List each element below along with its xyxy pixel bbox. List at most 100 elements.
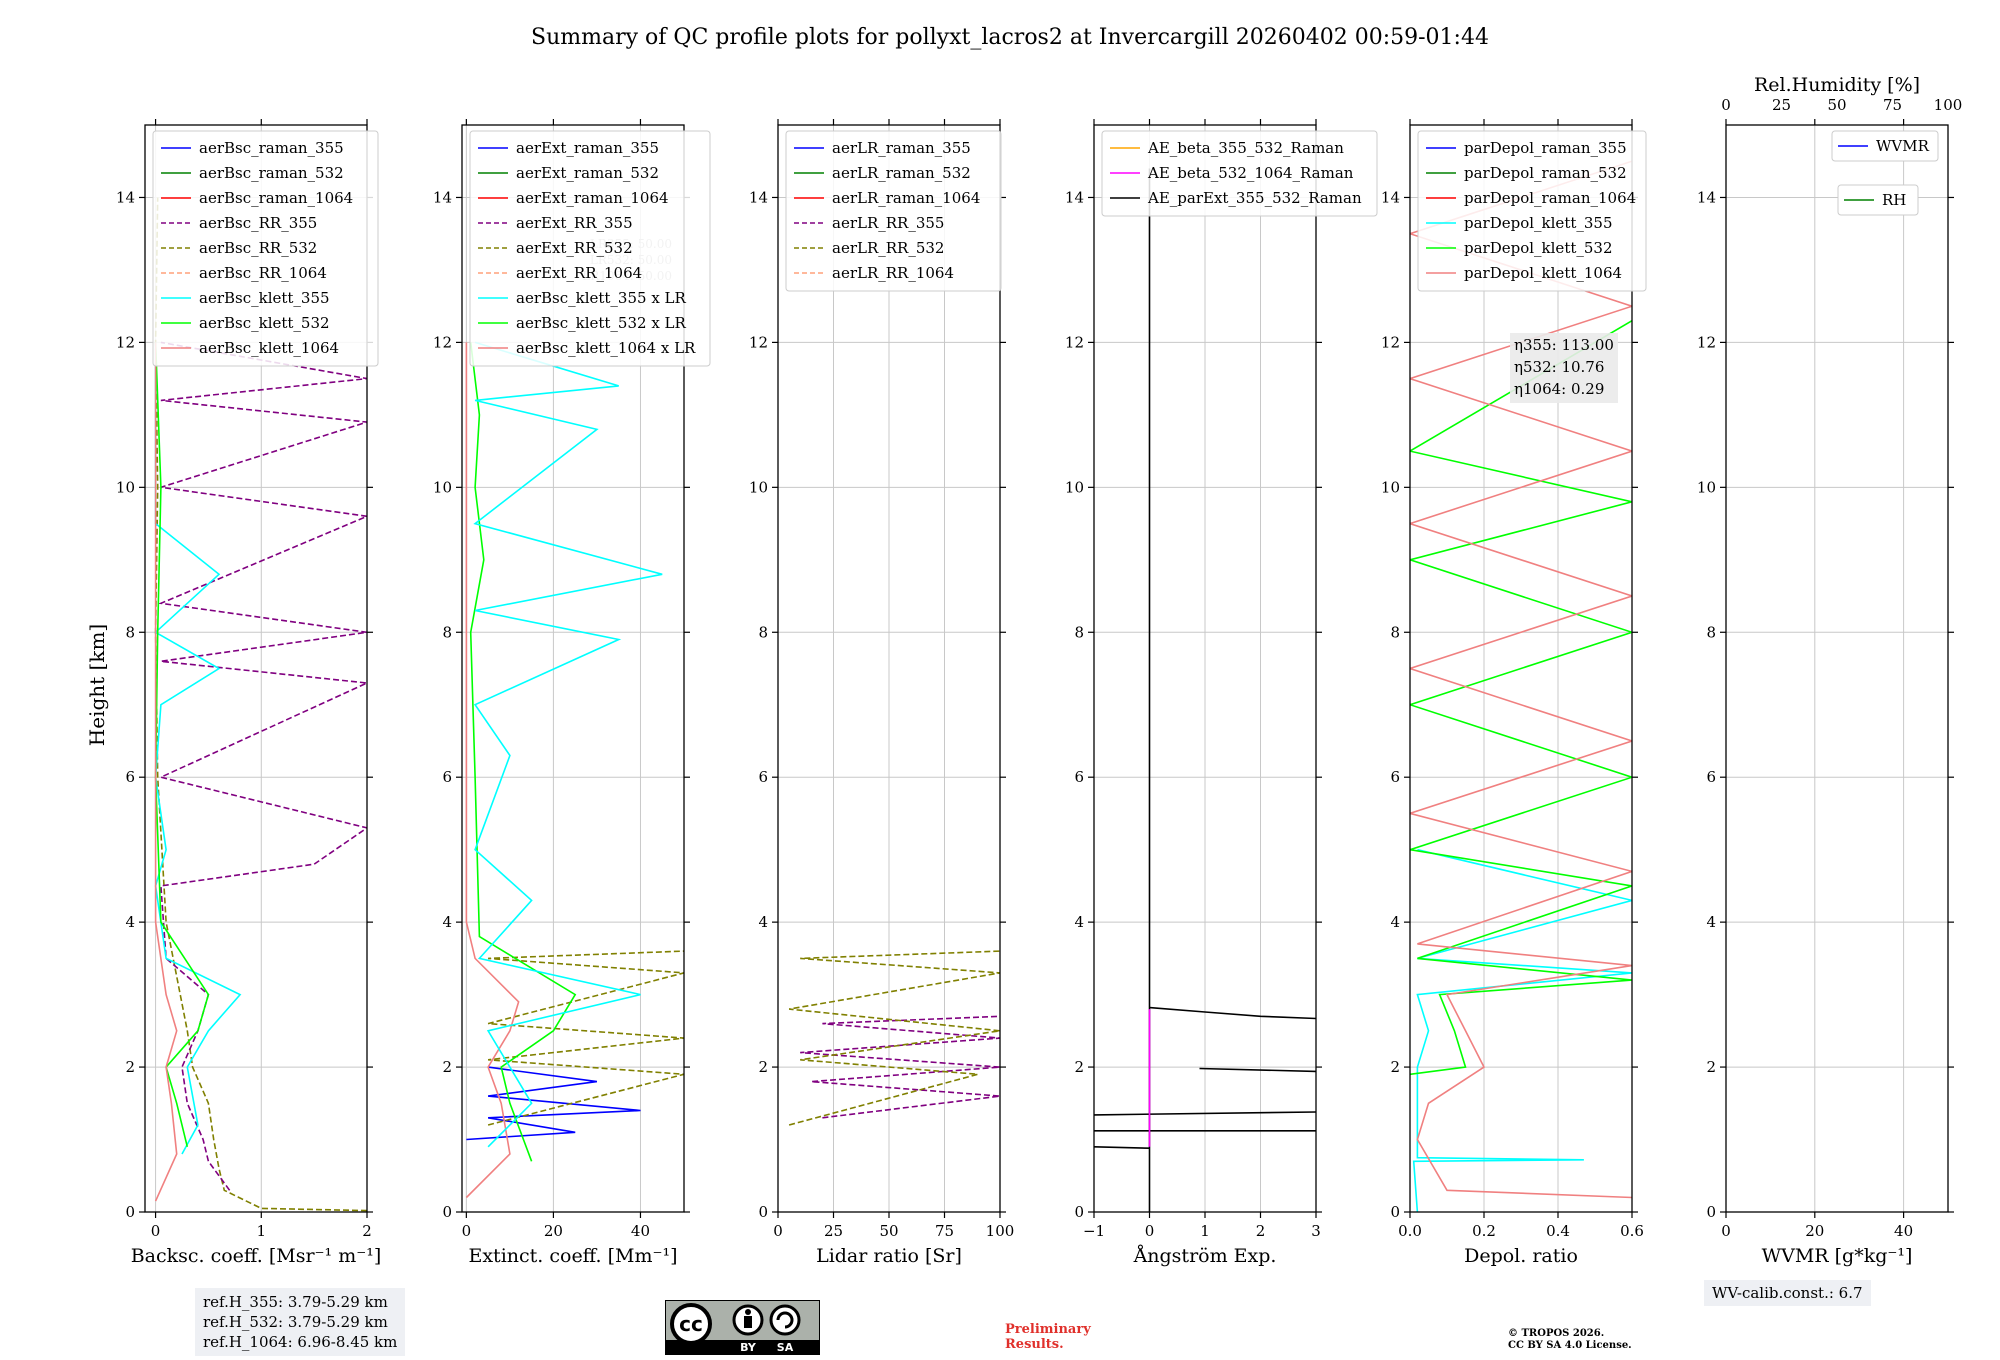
x-axis-label-bsc: Backsc. coeff. [Msr⁻¹ m⁻¹] bbox=[131, 1245, 382, 1267]
legend-box-bsc bbox=[152, 130, 379, 367]
legend-label-ext-8: aerBsc_klett_1064 x LR bbox=[516, 339, 696, 357]
panel-dep: 0.0 0.2 0.4 0.6 0 2 4 6 8 10 12 14 Depol. ratio η355:… bbox=[1381, 119, 1647, 1267]
y-tick-label-2: 4 bbox=[125, 913, 135, 931]
legend-label-bsc-5: aerBsc_RR_1064 bbox=[199, 264, 327, 282]
y-tick-label-5: 10 bbox=[116, 478, 135, 496]
y-tick-label-1: 2 bbox=[1390, 1058, 1400, 1076]
legend-label-ext-4: aerExt_RR_532 bbox=[516, 239, 633, 257]
legend-label-bsc-3: aerBsc_RR_355 bbox=[199, 214, 317, 232]
series-lr-0 bbox=[800, 1015, 1000, 1119]
x-tick-label-4: 100 bbox=[986, 1222, 1015, 1240]
ref-height-355: ref.H_355: 3.79-5.29 km bbox=[203, 1293, 388, 1311]
legend-label-bsc-1: aerBsc_raman_532 bbox=[199, 164, 344, 182]
series-ae-4 bbox=[1199, 1067, 1316, 1073]
y-tick-label-2: 4 bbox=[1706, 913, 1716, 931]
y-tick-label-5: 10 bbox=[1697, 478, 1716, 496]
series-ext-3 bbox=[469, 342, 577, 1162]
axes-frame-dep bbox=[1409, 124, 1633, 1213]
legend-label-bsc-0: aerBsc_raman_355 bbox=[199, 139, 344, 157]
legend-box-ae bbox=[1101, 130, 1378, 217]
y-tick-label-3: 6 bbox=[1074, 768, 1084, 786]
legend-box-lr bbox=[785, 130, 1002, 292]
y-tick-label-3: 6 bbox=[125, 768, 135, 786]
x-tick-label-0: 0 bbox=[462, 1222, 472, 1240]
series-group-bsc bbox=[154, 197, 367, 1212]
legend-label-dep-5: parDepol_klett_1064 bbox=[1464, 264, 1622, 282]
y-tick-label-2: 4 bbox=[442, 913, 452, 931]
series-group-ae bbox=[1094, 168, 1316, 1212]
series-dep-1 bbox=[1410, 320, 1632, 1076]
series-bsc-2 bbox=[154, 342, 242, 1155]
eta-box bbox=[1510, 333, 1618, 403]
axes-frame-bsc bbox=[144, 124, 368, 1213]
y-tick-label-7: 14 bbox=[1381, 188, 1400, 206]
top-tick-label-1: 25 bbox=[1772, 96, 1791, 114]
y-tick-label-1: 2 bbox=[1074, 1058, 1084, 1076]
y-tick-label-4: 8 bbox=[1074, 623, 1084, 641]
y-tick-label-4: 8 bbox=[1390, 623, 1400, 641]
copyright-line2: CC BY SA 4.0 License. bbox=[1508, 1340, 1632, 1351]
legend-box-ext bbox=[469, 130, 711, 367]
x-tick-label-3: 2 bbox=[1256, 1222, 1266, 1240]
eta-annotation-1: η532: 10.76 bbox=[1514, 358, 1604, 376]
ref-height-1064: ref.H_1064: 6.96-8.45 km bbox=[203, 1333, 398, 1351]
y-tick-label-5: 10 bbox=[433, 478, 452, 496]
y-tick-label-4: 8 bbox=[125, 623, 135, 641]
cc-by-sa-logo: cc BY SA bbox=[665, 1300, 820, 1355]
ref-height-532: ref.H_532: 3.79-5.29 km bbox=[203, 1313, 388, 1331]
y-tick-label-2: 4 bbox=[1074, 913, 1084, 931]
legend-label-ext-6: aerBsc_klett_355 x LR bbox=[516, 289, 687, 307]
series-ext-4 bbox=[473, 341, 663, 1148]
x-tick-label-1: 0 bbox=[1145, 1222, 1155, 1240]
legend-label-bsc-8: aerBsc_klett_1064 bbox=[199, 339, 339, 357]
y-tick-label-1: 2 bbox=[758, 1058, 768, 1076]
x-tick-label-1: 0.2 bbox=[1472, 1222, 1496, 1240]
series-ae-3 bbox=[1094, 1111, 1316, 1116]
legend-label-0: WVMR bbox=[1876, 137, 1930, 155]
x-tick-label-0: 0 bbox=[1721, 1222, 1731, 1240]
x-tick-label-1: 1 bbox=[257, 1222, 267, 1240]
x-tick-label-2: 40 bbox=[631, 1222, 650, 1240]
copyright-line1: © TROPOS 2026. bbox=[1508, 1328, 1605, 1339]
reference-heights-box: ref.H_355: 3.79-5.29 km ref.H_532: 3.79-… bbox=[195, 1288, 406, 1356]
x-tick-label-0: 0.0 bbox=[1398, 1222, 1422, 1240]
series-ext-1 bbox=[487, 950, 684, 1126]
series-group-lr bbox=[788, 950, 1000, 1126]
license-by: BY bbox=[740, 1341, 757, 1354]
eta-annotation-2: η1064: 0.29 bbox=[1514, 380, 1604, 398]
legend-label-ae-1: AE_beta_532_1064_Raman bbox=[1147, 164, 1354, 182]
series-dep-2 bbox=[1410, 160, 1632, 1199]
x-tick-label-2: 0.4 bbox=[1546, 1222, 1570, 1240]
top-tick-label-0: 0 bbox=[1721, 96, 1731, 114]
preliminary-line2: Results. bbox=[1005, 1337, 1064, 1352]
legend-label-lr-1: aerLR_raman_532 bbox=[832, 164, 971, 182]
legend-label-ae-0: AE_beta_355_532_Raman bbox=[1147, 139, 1344, 157]
legend-box-0 bbox=[1831, 130, 1939, 162]
legend-label-lr-3: aerLR_RR_355 bbox=[832, 214, 944, 232]
x-tick-label-1: 20 bbox=[1805, 1222, 1824, 1240]
legend-label-ext-5: aerExt_RR_1064 bbox=[516, 264, 642, 282]
y-tick-label-5: 10 bbox=[1065, 478, 1084, 496]
axes-frame-wv bbox=[1725, 124, 1949, 1213]
preliminary-line1: Preliminary bbox=[1005, 1322, 1091, 1337]
x-tick-label-4: 3 bbox=[1311, 1222, 1321, 1240]
legend-label-lr-4: aerLR_RR_532 bbox=[832, 239, 944, 257]
series-group-dep bbox=[1410, 160, 1632, 1212]
legend-label-ext-0: aerExt_raman_355 bbox=[516, 139, 659, 157]
legend-label-ext-2: aerExt_raman_1064 bbox=[516, 189, 669, 207]
legend-label-lr-2: aerLR_raman_1064 bbox=[832, 189, 980, 207]
x-tick-label-0: 0 bbox=[151, 1222, 161, 1240]
x-axis-label-ext: Extinct. coeff. [Mm⁻¹] bbox=[468, 1245, 677, 1267]
top-tick-label-2: 50 bbox=[1827, 96, 1846, 114]
y-tick-label-4: 8 bbox=[442, 623, 452, 641]
y-tick-label-0: 0 bbox=[1706, 1203, 1716, 1221]
y-tick-label-7: 14 bbox=[116, 188, 135, 206]
y-tick-label-0: 0 bbox=[1390, 1203, 1400, 1221]
legend-label-dep-4: parDepol_klett_532 bbox=[1464, 239, 1613, 257]
y-tick-label-2: 4 bbox=[758, 913, 768, 931]
x-axis-label-ae: Ångström Exp. bbox=[1133, 1245, 1277, 1267]
y-tick-label-3: 6 bbox=[1390, 768, 1400, 786]
top-tick-label-3: 75 bbox=[1883, 96, 1902, 114]
top-axis-label: Rel.Humidity [%] bbox=[1754, 74, 1920, 96]
